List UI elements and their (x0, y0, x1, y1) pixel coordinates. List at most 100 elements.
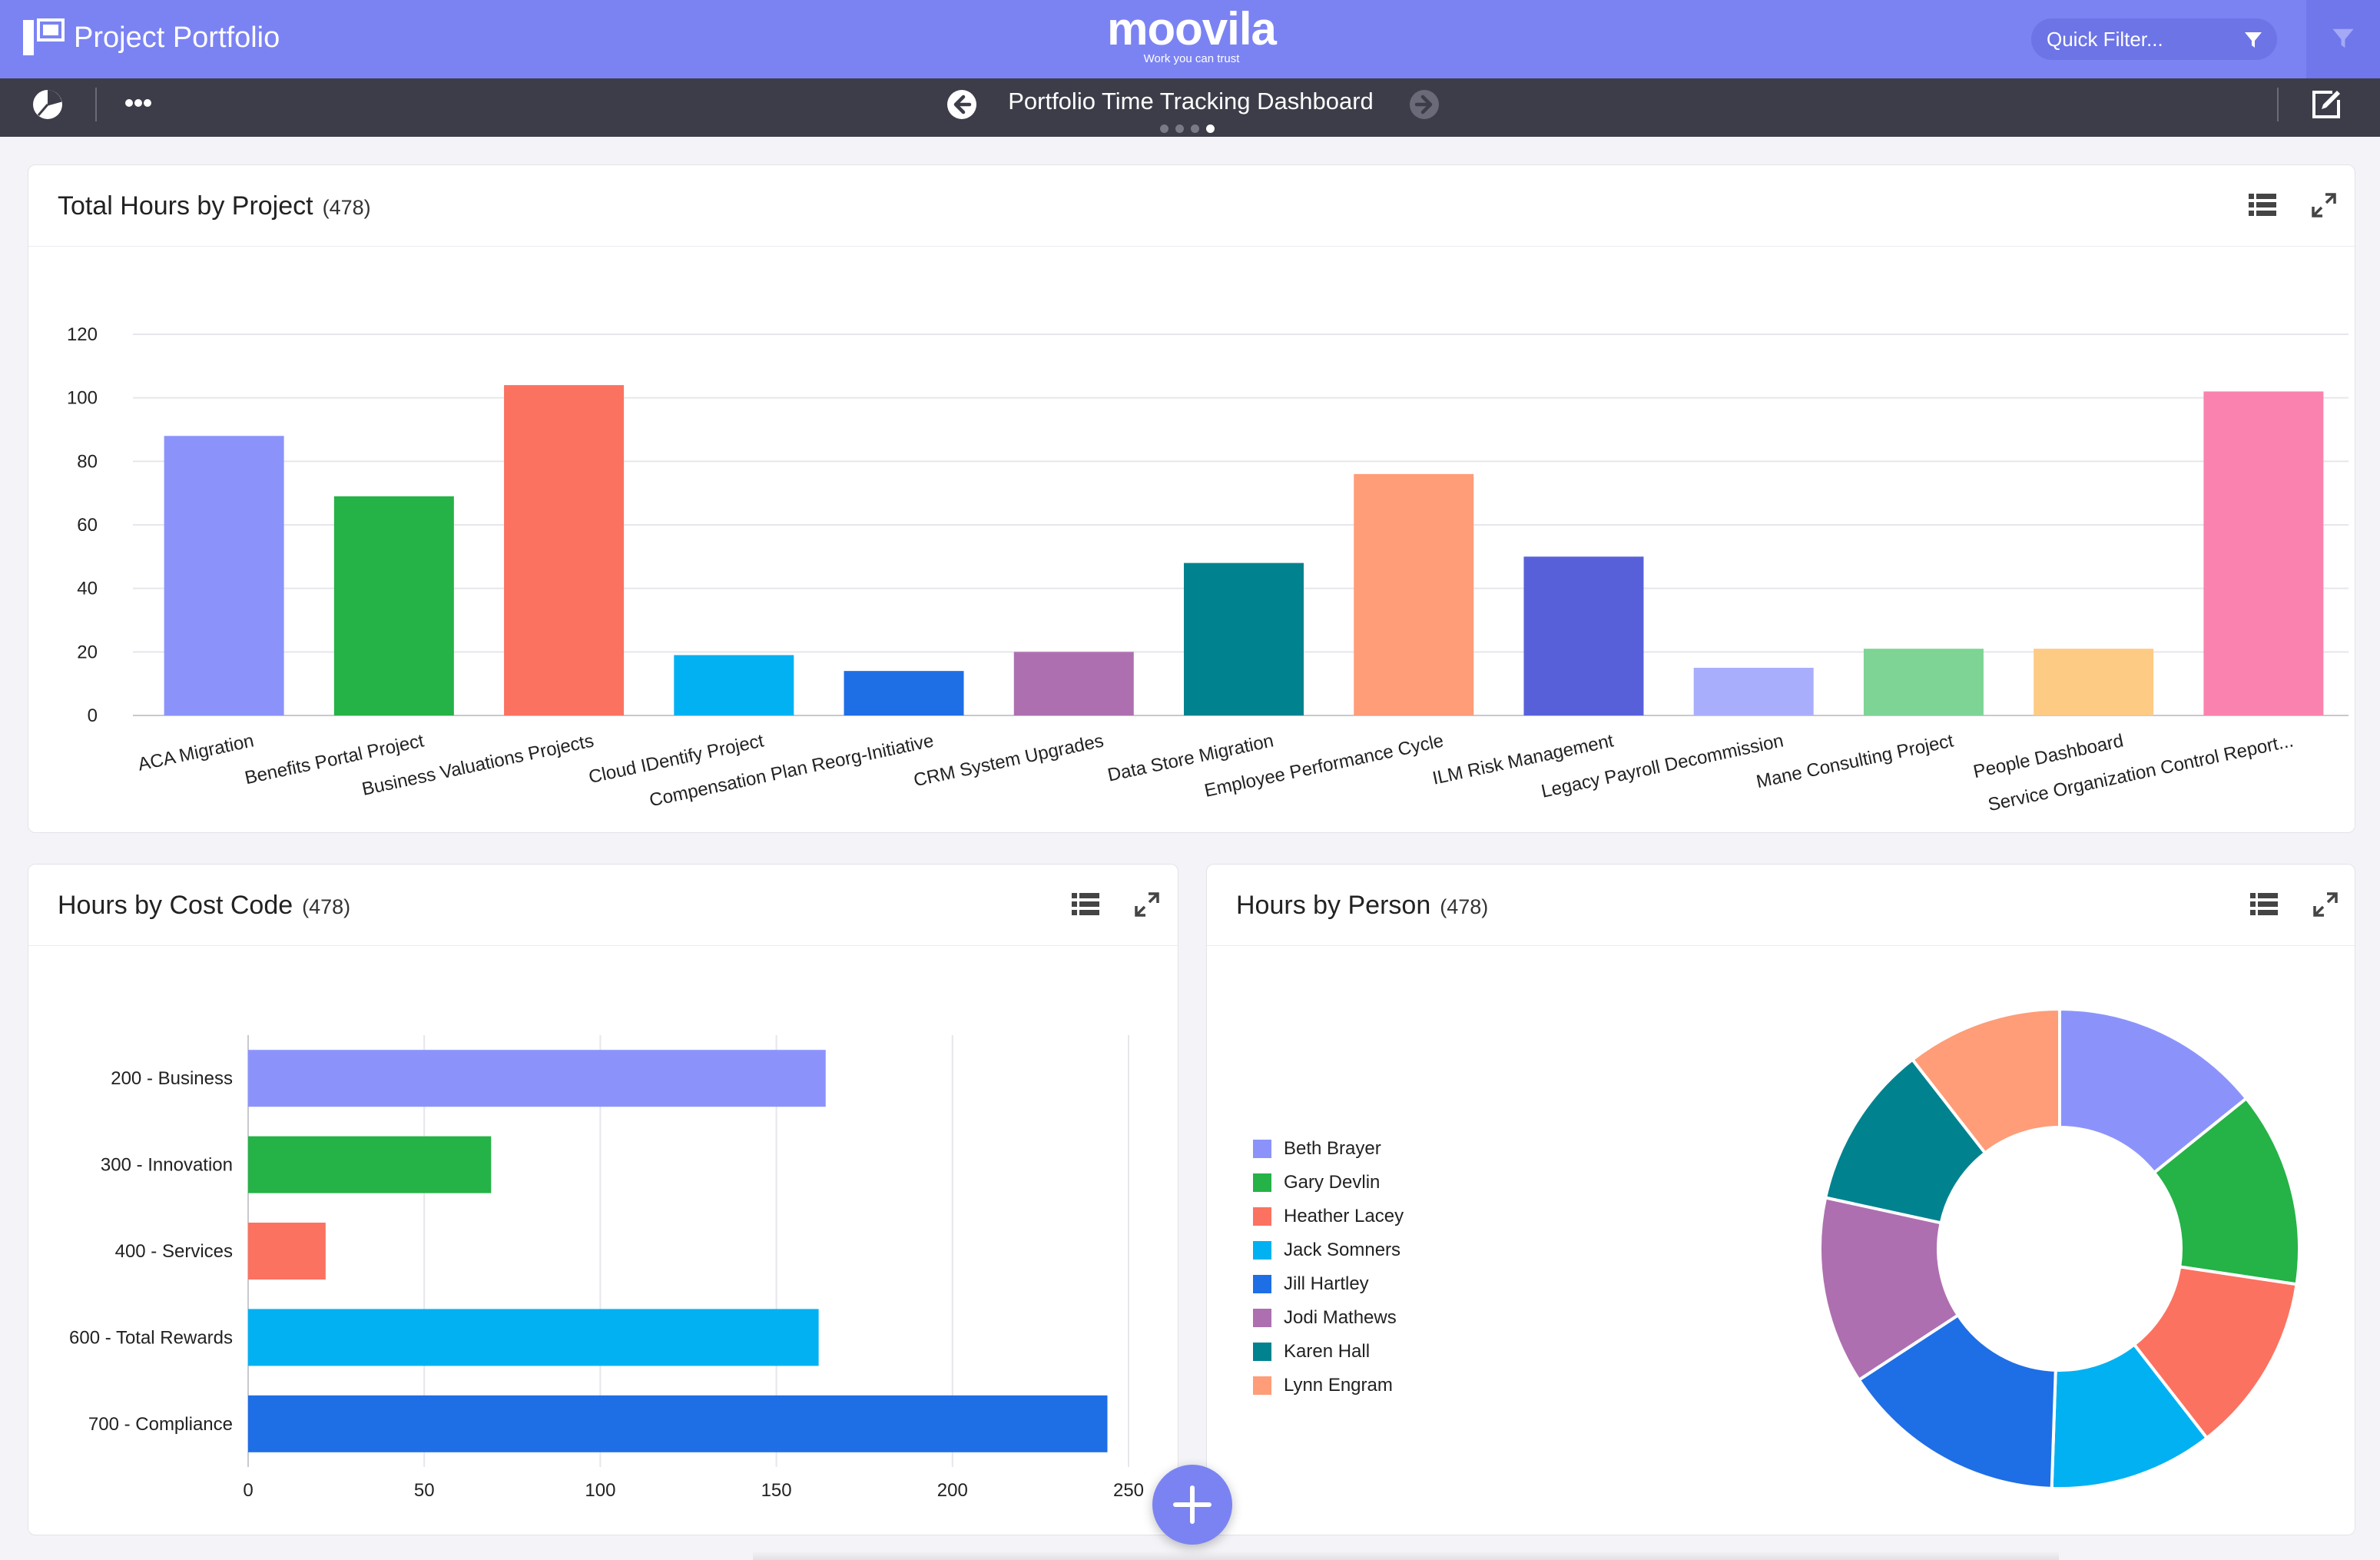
expand-icon[interactable] (1133, 891, 1161, 918)
portfolio-app-icon[interactable] (22, 15, 66, 60)
legend-label: Jodi Mathews (1284, 1307, 1397, 1328)
pie-slice (1910, 1007, 2061, 1156)
filter-icon (2332, 28, 2354, 48)
x-tick-label: CRM System Upgrades (912, 730, 1105, 791)
toolbar-divider (2277, 88, 2279, 121)
legend-swatch (1253, 1275, 1271, 1293)
legend-item[interactable]: Gary Devlin (1253, 1166, 1404, 1200)
y-tick-label: 20 (77, 642, 98, 662)
page-indicator (1160, 123, 1221, 133)
page-dot-active[interactable] (1206, 124, 1215, 133)
bar (248, 1395, 1108, 1452)
y-tick-label: 600 - Total Rewards (69, 1327, 233, 1348)
bar (1693, 668, 1814, 715)
bar (248, 1136, 492, 1193)
plus-icon (1173, 1485, 1212, 1524)
legend-label: Heather Lacey (1284, 1206, 1404, 1226)
x-tick-label: Compensation Plan Reorg-Initiative (648, 730, 936, 811)
hours-by-person-card: Hours by Person (478) Beth Brayer Gary Dev… (1206, 864, 2355, 1535)
person-donut-chart (1818, 1007, 2301, 1490)
y-tick-label: 80 (77, 451, 98, 472)
legend-item[interactable]: Karen Hall (1253, 1335, 1404, 1369)
bar (2034, 649, 2154, 715)
bar (333, 496, 454, 715)
filter-panel-toggle[interactable] (2306, 0, 2380, 78)
logo-wordmark: moovila (1107, 3, 1277, 55)
list-view-icon[interactable] (1070, 891, 1101, 918)
legend-swatch (1253, 1309, 1271, 1327)
arrow-left-icon[interactable] (946, 89, 977, 120)
more-icon[interactable] (124, 92, 152, 114)
bar (504, 385, 625, 715)
page-dot[interactable] (1160, 124, 1168, 133)
y-tick-label: 400 - Services (115, 1241, 233, 1262)
card-header: Hours by Cost Code (478) (28, 865, 1178, 946)
bar (1523, 556, 1644, 715)
app-title: Project Portfolio (74, 22, 280, 54)
total-hours-by-project-card: Total Hours by Project (478) 0 20 40 60 80 100… (28, 164, 2355, 833)
card-title-text: Hours by Cost Code (58, 891, 293, 920)
x-tick-label: Mane Consulting Project (1755, 730, 1956, 792)
x-tick-label: 50 (414, 1480, 435, 1501)
toolbar-divider (95, 88, 97, 121)
legend-swatch (1253, 1173, 1271, 1192)
funnel-icon[interactable] (2243, 30, 2263, 50)
y-tick-label: 700 - Compliance (88, 1414, 233, 1435)
x-tick-label: 0 (243, 1480, 253, 1501)
pie-chart-icon[interactable] (31, 88, 65, 121)
legend-swatch (1253, 1343, 1271, 1361)
add-button[interactable] (1152, 1465, 1232, 1545)
legend-item[interactable]: Lynn Engram (1253, 1369, 1404, 1402)
bar (164, 436, 284, 715)
card-header: Hours by Person (478) (1207, 865, 2355, 946)
top-header: Project Portfolio moovila Work you can t… (0, 0, 2380, 78)
card-header: Total Hours by Project (478) (28, 165, 2355, 247)
legend-item[interactable]: Beth Brayer (1253, 1132, 1404, 1166)
pie-slice (2152, 1096, 2301, 1286)
pie-slice (2058, 1007, 2249, 1175)
bar (844, 671, 964, 715)
edit-icon[interactable] (2309, 88, 2343, 121)
legend-label: Jack Somners (1284, 1240, 1401, 1260)
card-title: Total Hours by Project (478) (58, 190, 371, 224)
hours-by-cost-code-card: Hours by Cost Code (478) 0 50 100 150 200 250 2… (28, 864, 1178, 1535)
legend-swatch (1253, 1140, 1271, 1158)
bottom-shadow (753, 1551, 2059, 1560)
y-tick-label: 120 (67, 324, 98, 345)
moovila-logo: moovila Work you can trust (1096, 5, 1288, 66)
bar (248, 1309, 819, 1366)
record-count: (478) (322, 196, 371, 219)
list-view-icon[interactable] (2247, 191, 2278, 219)
legend-item[interactable]: Heather Lacey (1253, 1200, 1404, 1233)
bar (248, 1223, 326, 1280)
card-title-text: Total Hours by Project (58, 191, 313, 221)
legend-label: Beth Brayer (1284, 1138, 1381, 1159)
legend-swatch (1253, 1241, 1271, 1260)
dashboard-toolbar (0, 78, 2380, 137)
record-count: (478) (1440, 895, 1489, 918)
legend-item[interactable]: Jodi Mathews (1253, 1301, 1404, 1335)
page-dot[interactable] (1175, 124, 1184, 133)
quick-filter-input[interactable] (2047, 18, 2231, 60)
list-view-icon[interactable] (2249, 891, 2279, 918)
page-dot[interactable] (1191, 124, 1199, 133)
bar (1354, 473, 1474, 715)
legend-label: Jill Hartley (1284, 1273, 1369, 1294)
record-count: (478) (302, 895, 351, 918)
card-title-text: Hours by Person (1236, 891, 1431, 920)
y-tick-label: 300 - Innovation (101, 1155, 233, 1176)
legend-item[interactable]: Jill Hartley (1253, 1267, 1404, 1301)
quick-filter (2031, 18, 2277, 60)
y-tick-label: 60 (77, 515, 98, 536)
person-legend: Beth Brayer Gary Devlin Heather Lacey Jack … (1253, 1132, 1404, 1402)
expand-icon[interactable] (2310, 191, 2338, 219)
expand-icon[interactable] (2312, 891, 2339, 918)
y-tick-label: 200 - Business (111, 1068, 233, 1089)
legend-swatch (1253, 1207, 1271, 1226)
legend-item[interactable]: Jack Somners (1253, 1233, 1404, 1267)
bar (1013, 652, 1134, 715)
x-tick-label: 150 (761, 1480, 792, 1501)
arrow-right-icon[interactable] (1409, 89, 1440, 120)
legend-label: Karen Hall (1284, 1341, 1371, 1362)
